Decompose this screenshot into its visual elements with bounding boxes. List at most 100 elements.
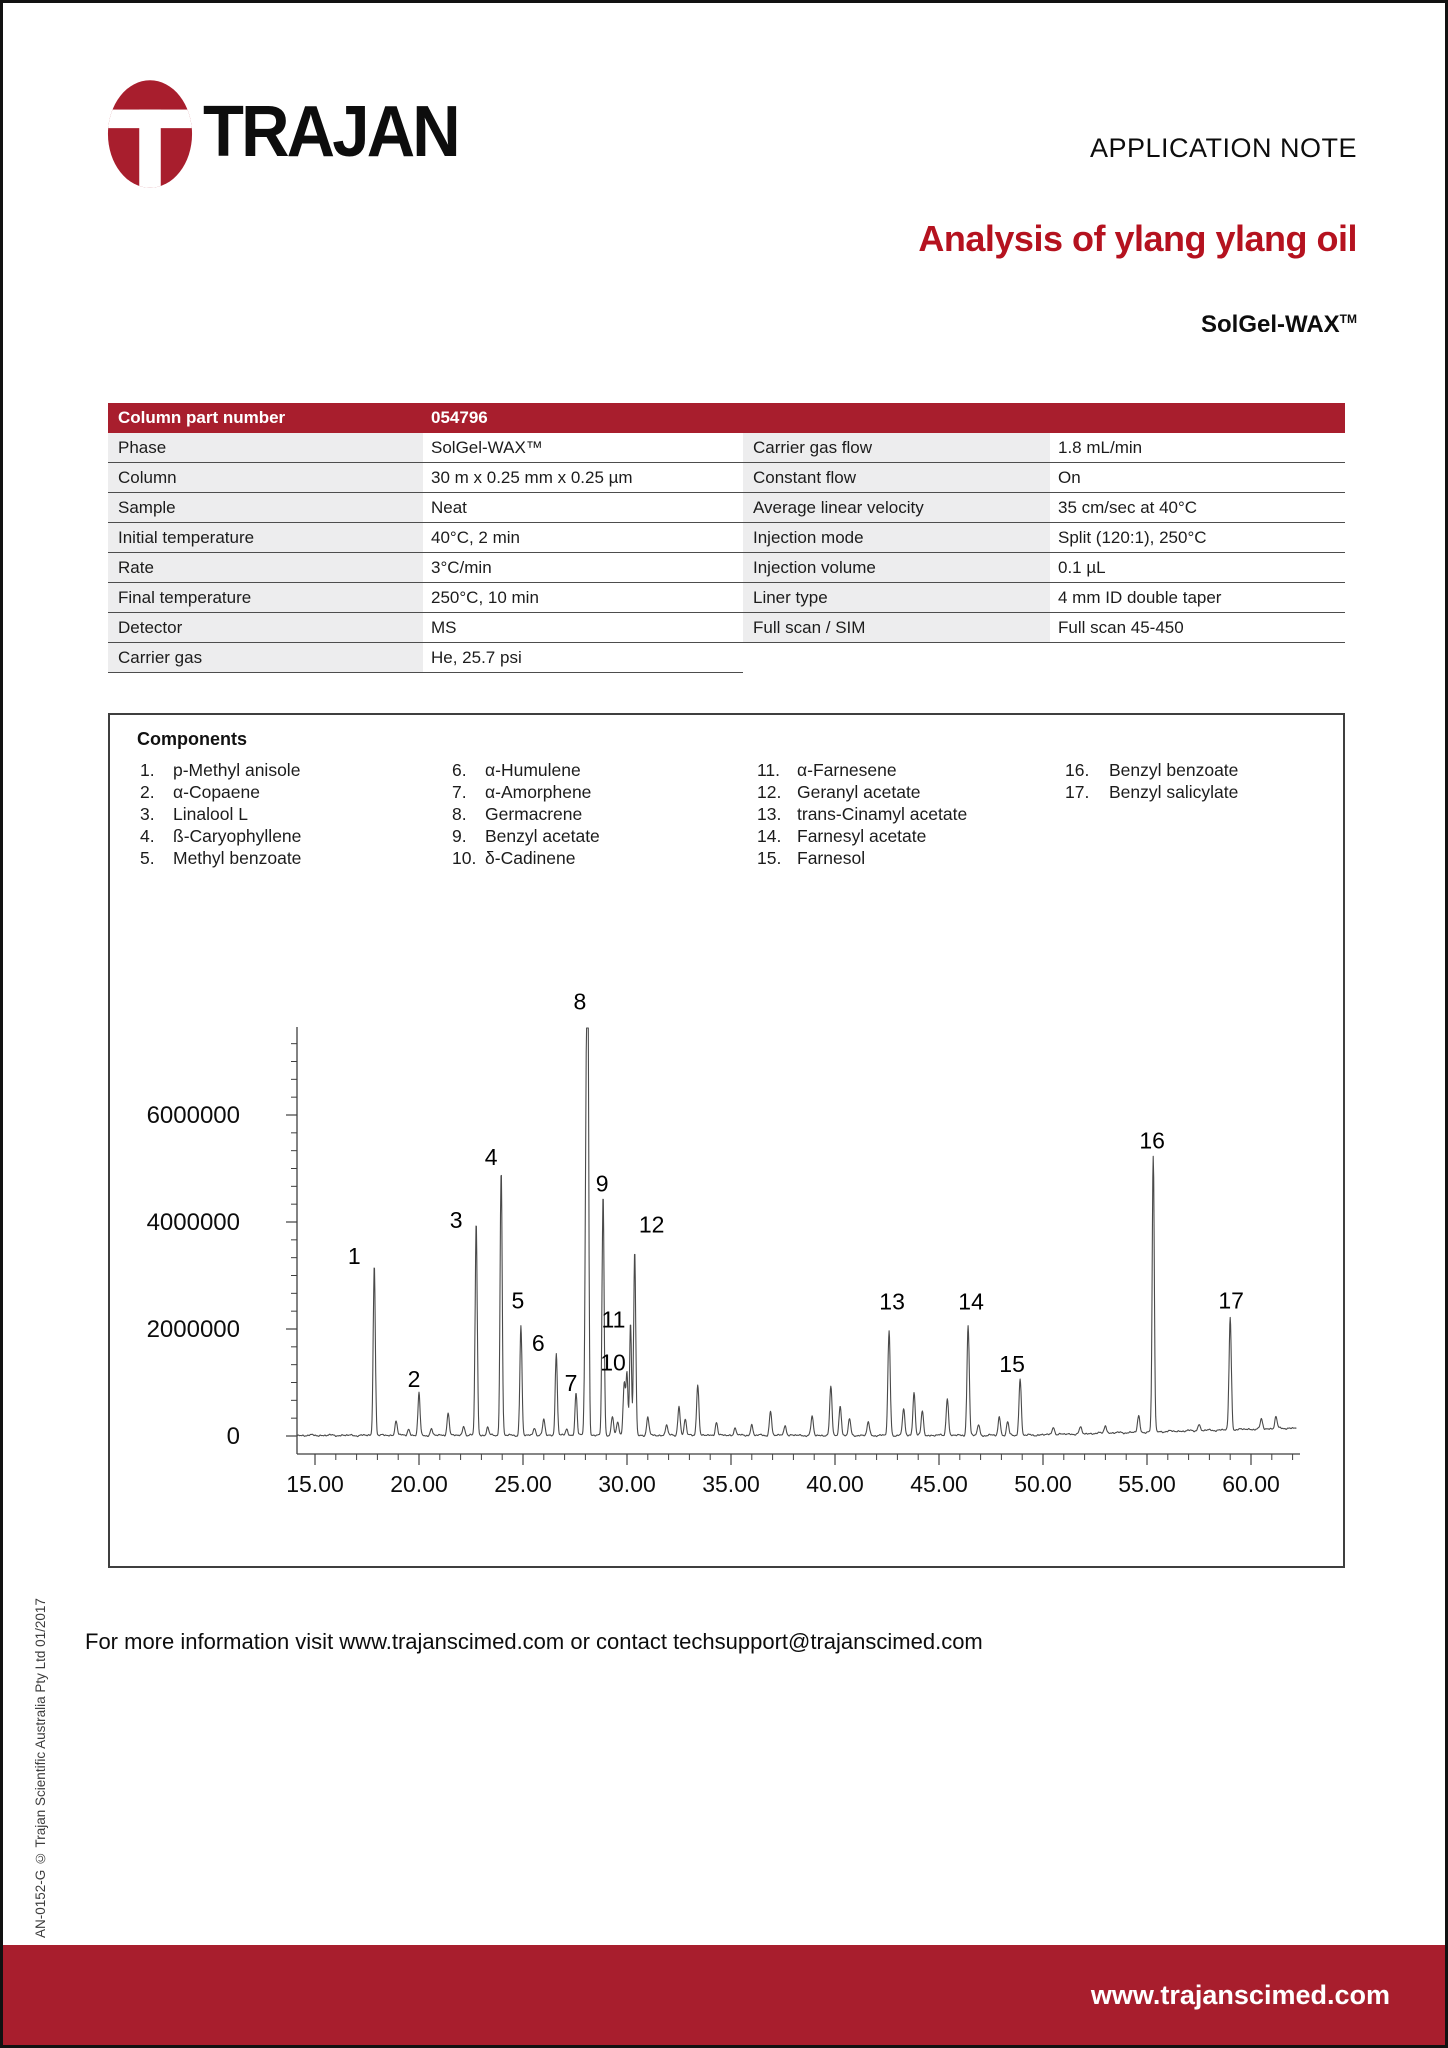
row-label: Constant flow <box>743 463 1050 492</box>
component-number: 7. <box>452 782 467 802</box>
peak-label-11: 11 <box>602 1307 626 1333</box>
footer-website: www.trajanscimed.com <box>1090 1980 1390 2010</box>
component-number: 5. <box>140 848 155 868</box>
component-number: 13. <box>757 804 782 824</box>
peak-label-12: 12 <box>639 1211 665 1237</box>
component-item: 17. Benzyl salicylate <box>1065 781 1238 803</box>
table-header-label: Column part number <box>118 408 286 427</box>
component-item: 5. Methyl benzoate <box>140 847 301 869</box>
x-tick-label: 55.00 <box>1118 1471 1176 1497</box>
table-row: Carrier gas He, 25.7 psi <box>108 643 743 673</box>
row-label: Injection volume <box>743 553 1050 582</box>
row-value: Full scan 45-450 <box>1058 618 1184 637</box>
component-name: Linalool L <box>173 804 248 824</box>
component-item: 2. α-Copaene <box>140 781 301 803</box>
row-label: Injection mode <box>743 523 1050 552</box>
table-row: Constant flow On <box>743 463 1345 493</box>
doc-type-label: APPLICATION NOTE <box>1089 133 1357 163</box>
component-number: 12. <box>757 782 782 802</box>
component-number: 9. <box>452 826 467 846</box>
component-name: Germacrene <box>485 804 583 824</box>
row-label: Liner type <box>743 583 1050 612</box>
y-tick-label: 4000000 <box>147 1209 240 1236</box>
component-item: 6. α-Humulene <box>452 759 600 781</box>
x-tick-label: 60.00 <box>1222 1471 1280 1497</box>
component-number: 6. <box>452 760 467 780</box>
component-name: p-Methyl anisole <box>173 760 301 780</box>
row-value: Split (120:1), 250°C <box>1058 528 1207 547</box>
x-tick-label: 40.00 <box>806 1471 864 1497</box>
y-tick-label: 6000000 <box>147 1102 240 1129</box>
table-row: Injection volume 0.1 µL <box>743 553 1345 583</box>
component-name: Geranyl acetate <box>797 782 921 802</box>
row-label: Phase <box>108 433 423 462</box>
row-value: He, 25.7 psi <box>431 648 522 667</box>
peak-label-15: 15 <box>999 1351 1025 1377</box>
peak-label-7: 7 <box>565 1370 578 1396</box>
x-tick-label: 20.00 <box>390 1471 448 1497</box>
component-item: 13. trans-Cinamyl acetate <box>757 803 967 825</box>
y-tick-label: 0 <box>227 1423 240 1450</box>
peak-label-16: 16 <box>1139 1128 1165 1154</box>
component-name: α-Copaene <box>173 782 260 802</box>
table-row: Injection mode Split (120:1), 250°C <box>743 523 1345 553</box>
row-value: MS <box>431 618 457 637</box>
component-item: 8. Germacrene <box>452 803 600 825</box>
brand-wordmark: TRAJAN <box>203 92 461 172</box>
method-parameters-table: Column part number 054796 Phase SolGel-WA… <box>108 403 1345 673</box>
row-label: Carrier gas flow <box>743 433 1050 462</box>
row-value: On <box>1058 468 1081 487</box>
row-value: 30 m x 0.25 mm x 0.25 µm <box>431 468 633 487</box>
component-item: 4. ß-Caryophyllene <box>140 825 301 847</box>
component-number: 15. <box>757 848 782 868</box>
component-name: trans-Cinamyl acetate <box>797 804 968 824</box>
row-label: Rate <box>108 553 423 582</box>
component-number: 10. <box>452 848 477 868</box>
components-chart-panel: Components 1. p-Methyl anisole 2. α-Copaene… <box>108 713 1345 1568</box>
component-number: 17. <box>1065 782 1090 802</box>
peak-label-3: 3 <box>450 1207 463 1233</box>
document-reference-sidebar: AN-0152-G © Trajan Scientific Australia … <box>33 1598 48 1938</box>
component-item: 10. δ-Cadinene <box>452 847 600 869</box>
table-row: Column 30 m x 0.25 mm x 0.25 µm <box>108 463 743 493</box>
chromatogram-trace <box>295 1027 1297 1438</box>
contact-info-line: For more information visit www.trajansci… <box>85 1629 983 1654</box>
components-column: 11. α-Farnesene 12. Geranyl acetate 13. trans… <box>757 759 967 869</box>
peak-label-17: 17 <box>1218 1288 1244 1314</box>
component-name: Farnesol <box>797 848 866 868</box>
row-label: Full scan / SIM <box>743 613 1050 642</box>
row-value: Neat <box>431 498 467 517</box>
component-name: Benzyl benzoate <box>1109 760 1239 780</box>
component-item: 7. α-Amorphene <box>452 781 600 803</box>
component-item: 16. Benzyl benzoate <box>1065 759 1238 781</box>
peak-label-6: 6 <box>532 1330 545 1356</box>
peak-label-8: 8 <box>574 988 587 1014</box>
component-number: 3. <box>140 804 155 824</box>
component-name: Benzyl acetate <box>485 826 600 846</box>
table-row: Liner type 4 mm ID double taper <box>743 583 1345 613</box>
product-name-text: SolGel-WAX <box>1200 311 1340 338</box>
product-name: SolGel-WAXTM <box>1201 311 1357 339</box>
component-name: Farnesyl acetate <box>797 826 927 846</box>
chromatogram-chart: 15.00 20.00 25.00 30.00 35.00 40.00 45.00 50.00… <box>147 988 1300 1497</box>
component-name: Benzyl salicylate <box>1109 782 1239 802</box>
peak-label-13: 13 <box>879 1289 905 1315</box>
components-column: 6. α-Humulene 7. α-Amorphene 8. Germacrene 9. B… <box>452 759 600 869</box>
row-label: Initial temperature <box>108 523 423 552</box>
component-item: 9. Benzyl acetate <box>452 825 600 847</box>
component-name: Methyl benzoate <box>173 848 302 868</box>
component-item: 11. α-Farnesene <box>757 759 967 781</box>
row-value: 1.8 mL/min <box>1058 438 1143 457</box>
component-name: α-Humulene <box>485 760 581 780</box>
component-name: α-Amorphene <box>485 782 592 802</box>
row-value: 3°C/min <box>431 558 492 577</box>
component-number: 16. <box>1065 760 1090 780</box>
component-item: 3. Linalool L <box>140 803 301 825</box>
row-label: Detector <box>108 613 423 642</box>
row-label: Final temperature <box>108 583 423 612</box>
table-row: Initial temperature 40°C, 2 min <box>108 523 743 553</box>
component-number: 4. <box>140 826 155 846</box>
table-header-value: 054796 <box>431 408 488 427</box>
component-number: 2. <box>140 782 155 802</box>
